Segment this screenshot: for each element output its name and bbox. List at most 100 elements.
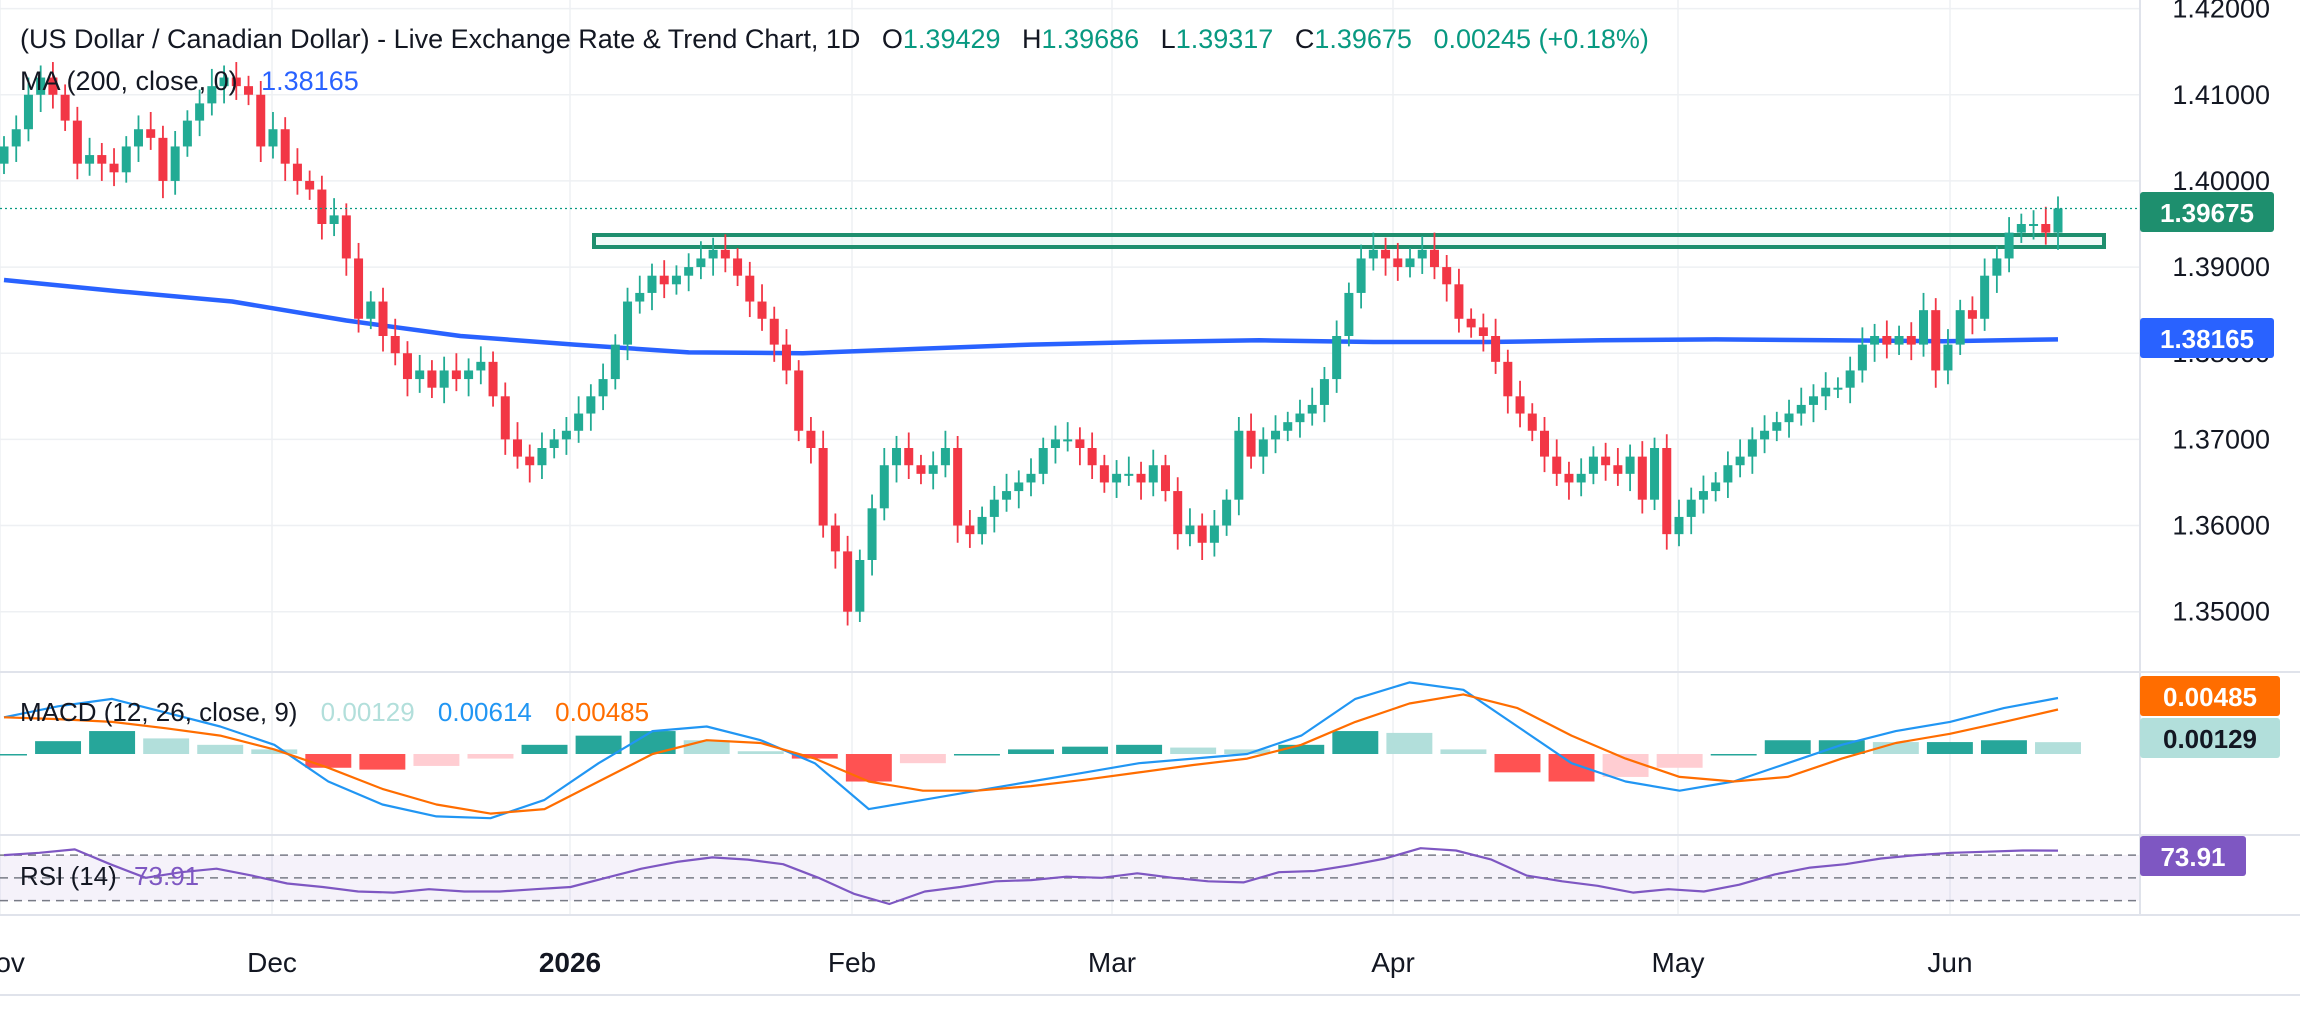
candle-body (525, 456, 535, 466)
candle-body (1527, 413, 1537, 431)
candle-body (892, 448, 902, 466)
candle-body (476, 361, 486, 371)
candle-body (1540, 430, 1549, 457)
candle-body (916, 465, 926, 474)
macd-histogram-bar (1764, 740, 1811, 754)
macd-histogram-bar (197, 744, 244, 754)
candle-body (1295, 413, 1305, 423)
candle-body (1625, 456, 1635, 474)
candle-body (513, 439, 522, 457)
macd-histogram-bar (791, 754, 838, 759)
macd-histogram-bar (953, 754, 1000, 756)
candle-body (1405, 258, 1415, 268)
macd-line (3, 681, 2059, 820)
candle-body (1833, 387, 1843, 390)
price-axis[interactable]: 1.420001.410001.400001.390001.380001.370… (2172, 0, 2270, 627)
candle-body (219, 77, 229, 87)
candle-body (292, 163, 302, 181)
macd-histogram-bar (1440, 749, 1487, 754)
candle-body (720, 249, 730, 259)
candle-body (1980, 275, 1990, 319)
time-tick-label: Feb (828, 947, 876, 978)
candle-body (1356, 258, 1366, 293)
time-tick-label: Jun (1927, 947, 1972, 978)
macd-histogram-bar (1224, 749, 1271, 754)
candle-body (1711, 482, 1721, 492)
rsi-line (3, 847, 2059, 906)
candle-body (1772, 422, 1782, 431)
candle-body (733, 258, 743, 276)
candle-body (256, 94, 266, 147)
chart-title: (US Dollar / Canadian Dollar) - Live Exc… (20, 24, 1649, 54)
candle-body (1882, 336, 1892, 345)
candle-body (855, 560, 865, 612)
candle-body (329, 215, 339, 224)
macd-signal-line (3, 693, 2059, 815)
candle-body (1491, 336, 1501, 362)
candle-body (1784, 413, 1794, 423)
candle-body (623, 301, 633, 345)
candle-body (965, 525, 975, 535)
candle-body (1307, 404, 1317, 414)
candle-body (1234, 430, 1244, 500)
candle-body (1857, 344, 1867, 371)
candle-body (1955, 310, 1965, 345)
candle-body (659, 275, 669, 285)
candle-body (684, 267, 694, 276)
candle-body (1124, 473, 1134, 476)
candle-body (1588, 456, 1598, 474)
candle-body (1613, 465, 1623, 474)
candle-body (953, 448, 963, 526)
candle-body (1099, 465, 1109, 483)
candle-body (317, 189, 327, 224)
candle-body (549, 439, 559, 448)
candle-body (879, 465, 889, 509)
candle-body (85, 155, 95, 164)
macd-histogram-bar (251, 749, 298, 754)
candle-body (1014, 482, 1024, 492)
candle-body (635, 292, 645, 302)
candle-body (1662, 448, 1672, 535)
candles (0, 62, 2063, 626)
candle-body (500, 396, 510, 440)
candle-body (305, 180, 315, 190)
candle-body (170, 146, 180, 181)
macd-histogram-bar (413, 754, 460, 766)
macd-signal-value: 0.00485 (2163, 682, 2257, 712)
candle-body (1466, 318, 1476, 328)
candle-body (390, 336, 400, 354)
candle-body (2041, 224, 2051, 233)
macd-histogram-bar (737, 751, 784, 754)
macd-histogram-bar (467, 754, 514, 759)
macd-histogram-bar (1872, 742, 1919, 754)
macd-histogram-bar (1116, 744, 1163, 754)
candle-body (1723, 465, 1733, 483)
candle-body (1038, 448, 1048, 474)
candle-body (586, 396, 596, 414)
candle-body (121, 146, 131, 173)
time-tick-label: Apr (1371, 947, 1415, 978)
candle-body (341, 215, 351, 259)
candle-body (402, 353, 412, 380)
macd-histogram-bar (1656, 754, 1703, 768)
price-tick-label: 1.41000 (2172, 80, 2270, 110)
candle-body (2004, 232, 2014, 259)
macd-histogram-bar (1602, 754, 1649, 777)
candle-body (769, 318, 779, 345)
macd-histogram-bar (683, 740, 730, 754)
rsi-badge-value: 73.91 (2160, 842, 2225, 872)
macd-signal-badge: 0.00485 (2140, 676, 2280, 716)
candle-body (745, 275, 755, 302)
candle-body (1112, 473, 1122, 483)
candle-body (1747, 439, 1757, 457)
candle-body (989, 499, 999, 517)
candle-body (36, 77, 46, 95)
candle-body (1050, 439, 1060, 448)
candle-body (1943, 344, 1953, 371)
time-axis[interactable]: Nov Dec 2026 Feb Mar Apr May Jun (0, 947, 1973, 978)
candle-body (1258, 439, 1268, 457)
candle-body (451, 370, 461, 380)
candle-body (1686, 499, 1696, 517)
time-tick-label: Dec (247, 947, 297, 978)
